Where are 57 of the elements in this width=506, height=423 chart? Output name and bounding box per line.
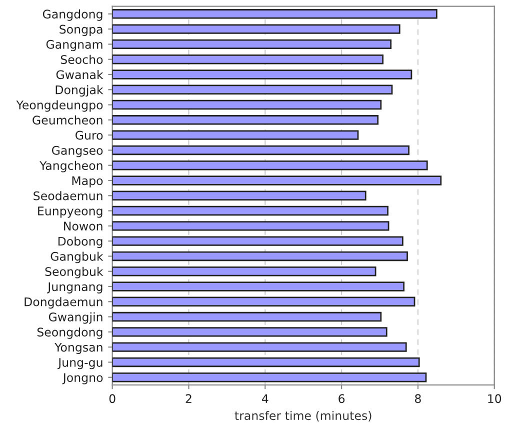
y-tick-label: Gangseo bbox=[52, 146, 103, 158]
bar bbox=[112, 84, 393, 94]
y-tick-label: Seodaemun bbox=[34, 191, 102, 200]
bar bbox=[112, 176, 442, 186]
x-tick-label: 10 bbox=[488, 394, 502, 404]
bar bbox=[112, 282, 405, 292]
x-tick-label: 8 bbox=[415, 394, 421, 404]
y-tick-label: Gangnam bbox=[46, 40, 102, 52]
bar bbox=[112, 130, 359, 140]
bar bbox=[112, 190, 366, 200]
bar bbox=[112, 327, 388, 337]
y-tick-label: Nowon bbox=[64, 222, 102, 231]
bar bbox=[112, 24, 400, 34]
y-tick-label: Jung-gu bbox=[58, 358, 102, 370]
y-tick-label: Seongdong bbox=[37, 327, 102, 339]
y-tick-label: Dongdaemun bbox=[24, 297, 102, 309]
bar bbox=[112, 221, 390, 231]
bar bbox=[112, 160, 428, 170]
y-tick-label: Yangcheon bbox=[40, 160, 102, 172]
bar bbox=[112, 100, 382, 110]
bar bbox=[112, 115, 379, 125]
y-tick-label: Gangbuk bbox=[50, 252, 104, 264]
bar bbox=[112, 54, 384, 64]
y-tick-label: Eunpyeong bbox=[38, 206, 102, 218]
y-tick-label: Mapo bbox=[72, 176, 103, 188]
x-tick-label: 0 bbox=[109, 394, 116, 404]
bar bbox=[112, 266, 376, 276]
bar bbox=[112, 70, 412, 80]
y-tick-label: Gangdong bbox=[42, 9, 102, 21]
bar bbox=[112, 342, 407, 352]
y-tick-label: Yeongdeungpo bbox=[16, 100, 103, 112]
bar bbox=[112, 206, 388, 216]
y-tick-label: Dobong bbox=[58, 236, 102, 248]
x-axis-title: transfer time (minutes) bbox=[234, 410, 372, 422]
y-tick-label: Yongsan bbox=[54, 342, 102, 354]
bar bbox=[112, 312, 382, 322]
y-tick-label: Dongjak bbox=[56, 85, 104, 97]
y-tick-label: Seongbuk bbox=[45, 266, 104, 278]
bar bbox=[112, 357, 420, 368]
y-tick-label: Gwangjin bbox=[48, 312, 102, 324]
bar bbox=[112, 236, 404, 246]
bar bbox=[112, 251, 408, 262]
x-tick-label: 6 bbox=[338, 394, 345, 404]
bar bbox=[112, 296, 416, 306]
bar bbox=[112, 9, 438, 19]
y-tick-label: Geumcheon bbox=[32, 115, 102, 125]
bar bbox=[112, 372, 427, 382]
x-tick-label: 2 bbox=[186, 394, 192, 403]
y-tick-label: Guro bbox=[76, 130, 103, 140]
bar bbox=[112, 145, 410, 156]
y-tick-label: Jongno bbox=[62, 373, 103, 384]
y-tick-label: Seocho bbox=[60, 54, 103, 64]
x-tick-label: 4 bbox=[262, 394, 268, 403]
y-tick-label: Songpa bbox=[60, 24, 102, 36]
y-tick-label: Gwanak bbox=[56, 70, 104, 80]
bar bbox=[112, 39, 392, 50]
y-tick-label: Jungnang bbox=[47, 282, 102, 294]
